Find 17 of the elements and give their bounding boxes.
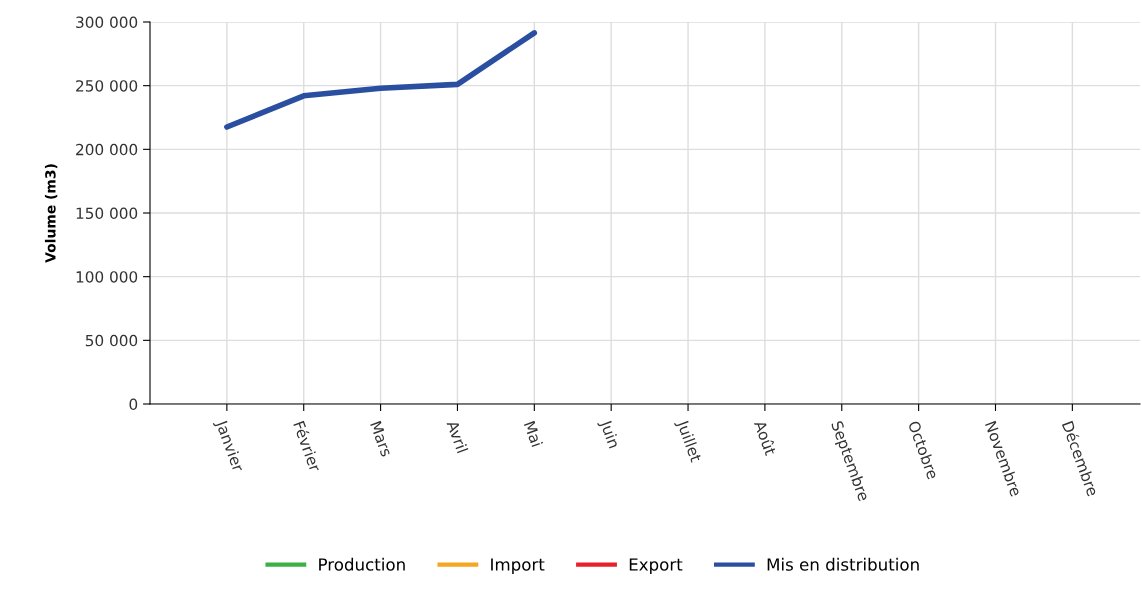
x-tick-label: Mars [369, 420, 393, 458]
x-tick-label: Août [753, 419, 778, 457]
y-tick-label: 150 000 [76, 207, 138, 220]
legend-label: Production [319, 557, 405, 571]
legend-label: Import [491, 558, 545, 574]
x-tick-label: Mai [523, 420, 543, 448]
x-tick-label: Juin [597, 418, 621, 450]
y-tick-label: 250 000 [76, 80, 138, 92]
y-tick-label: 0 [129, 398, 138, 411]
y-axis-title: Volume (m3) [44, 164, 58, 263]
y-tick-label: 200 000 [76, 143, 138, 156]
y-tick-label: 100 000 [76, 271, 138, 283]
y-tick-label: 300 000 [76, 16, 138, 29]
y-tick-label: 50 000 [85, 334, 138, 347]
legend-label: Mis en distribution [767, 557, 919, 571]
legend-label: Export [629, 558, 683, 574]
x-tick-label: Avril [446, 419, 469, 454]
